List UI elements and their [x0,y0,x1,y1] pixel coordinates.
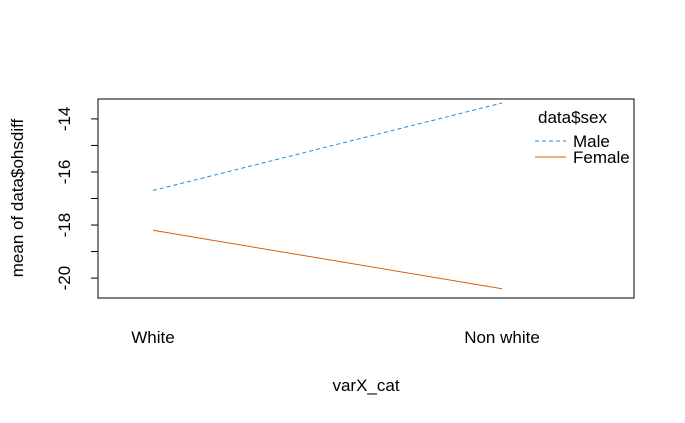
series-line-female [152,229,503,290]
legend-label-female: Female [573,148,630,167]
y-axis: -20 -18 -16 -14 [55,107,98,291]
series-line-male [152,102,503,191]
legend-label-male: Male [573,132,610,151]
y-tick-label: -20 [55,266,74,291]
legend-title: data$sex [538,108,607,127]
y-axis-label: mean of data$ohsdiff [8,118,27,277]
plot-frame [97,98,635,299]
x-tick-label: Non white [464,328,540,347]
series-lines [152,102,503,290]
x-axis-label: varX_cat [332,376,399,395]
y-tick-label: -14 [55,107,74,132]
y-tick-label: -18 [55,213,74,238]
y-tick-label: -16 [55,160,74,185]
x-axis: White Non white [131,328,540,347]
x-tick-label: White [131,328,174,347]
